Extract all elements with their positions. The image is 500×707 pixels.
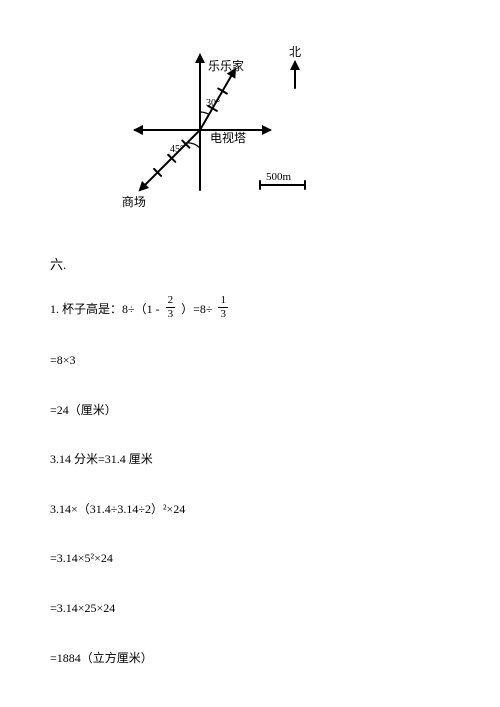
solution-line-3: =24（厘米） <box>50 400 450 422</box>
solution-line-7: =3.14×25×24 <box>50 598 450 620</box>
l1-mid: ）=8÷ <box>181 299 212 321</box>
frac-den: 3 <box>218 308 228 320</box>
solution-line-6: =3.14×5²×24 <box>50 548 450 570</box>
svg-text:北: 北 <box>289 45 301 59</box>
svg-text:30°: 30° <box>206 98 220 109</box>
diagram-svg: 乐乐家 30° 电视塔 45° 商场 北 500m <box>110 40 330 220</box>
svg-text:商场: 商场 <box>122 194 146 209</box>
svg-text:乐乐家: 乐乐家 <box>208 58 244 73</box>
solution-line-2: =8×3 <box>50 350 450 372</box>
svg-text:500m: 500m <box>266 171 292 183</box>
fraction-2-3: 2 3 <box>166 295 176 320</box>
l1-prefix: 1. 杯子高是：8÷（1 - <box>50 299 160 321</box>
svg-text:电视塔: 电视塔 <box>210 130 246 145</box>
solution-line-4: 3.14 分米=31.4 厘米 <box>50 449 450 471</box>
frac-den: 3 <box>166 308 176 320</box>
direction-diagram: 乐乐家 30° 电视塔 45° 商场 北 500m <box>110 40 450 224</box>
frac-num: 2 <box>166 295 176 308</box>
solution-line-1: 1. 杯子高是：8÷（1 - 2 3 ）=8÷ 1 3 <box>50 297 450 322</box>
solution-line-8: =1884（立方厘米） <box>50 648 450 670</box>
svg-text:45°: 45° <box>170 144 184 155</box>
solution-line-5: 3.14×（31.4÷3.14÷2）²×24 <box>50 499 450 521</box>
frac-num: 1 <box>218 295 228 308</box>
section-heading: 六. <box>50 254 450 273</box>
fraction-1-3: 1 3 <box>218 295 228 320</box>
